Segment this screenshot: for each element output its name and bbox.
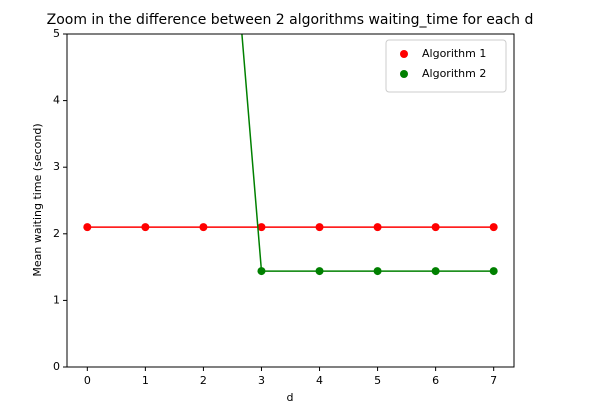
data-point bbox=[373, 267, 382, 276]
legend-label: Algorithm 1 bbox=[422, 47, 486, 60]
x-tick-label: 7 bbox=[490, 374, 497, 387]
series-line bbox=[241, 34, 494, 272]
x-axis-label: d bbox=[287, 391, 294, 404]
legend-marker bbox=[400, 70, 408, 78]
data-point bbox=[257, 223, 266, 232]
data-point bbox=[83, 223, 92, 232]
y-tick-label: 1 bbox=[53, 293, 60, 306]
data-point bbox=[199, 223, 208, 232]
y-tick-label: 2 bbox=[53, 227, 60, 240]
data-point bbox=[141, 223, 150, 232]
data-point bbox=[315, 267, 324, 276]
x-tick-label: 3 bbox=[258, 374, 265, 387]
data-point bbox=[431, 267, 440, 276]
data-point bbox=[489, 223, 498, 232]
y-tick-label: 3 bbox=[53, 160, 60, 173]
y-tick-label: 4 bbox=[53, 94, 60, 107]
x-tick-label: 2 bbox=[200, 374, 207, 387]
x-tick-label: 5 bbox=[374, 374, 381, 387]
x-tick-label: 6 bbox=[432, 374, 439, 387]
legend-marker bbox=[400, 50, 408, 58]
chart-title: Zoom in the difference between 2 algorit… bbox=[47, 12, 534, 28]
data-point bbox=[373, 223, 382, 232]
data-point bbox=[431, 223, 440, 232]
legend-label: Algorithm 2 bbox=[422, 67, 486, 80]
data-point bbox=[315, 223, 324, 232]
plot-area bbox=[83, 34, 498, 276]
y-axis-label: Mean waiting time (second) bbox=[31, 123, 44, 276]
x-tick-label: 4 bbox=[316, 374, 323, 387]
axes-frame bbox=[66, 33, 515, 368]
y-tick-label: 0 bbox=[53, 360, 60, 373]
x-tick-label: 0 bbox=[84, 374, 91, 387]
x-tick-label: 1 bbox=[142, 374, 149, 387]
data-point bbox=[257, 267, 266, 276]
legend-box bbox=[385, 39, 507, 93]
y-tick-label: 5 bbox=[53, 27, 60, 40]
data-point bbox=[489, 267, 498, 276]
